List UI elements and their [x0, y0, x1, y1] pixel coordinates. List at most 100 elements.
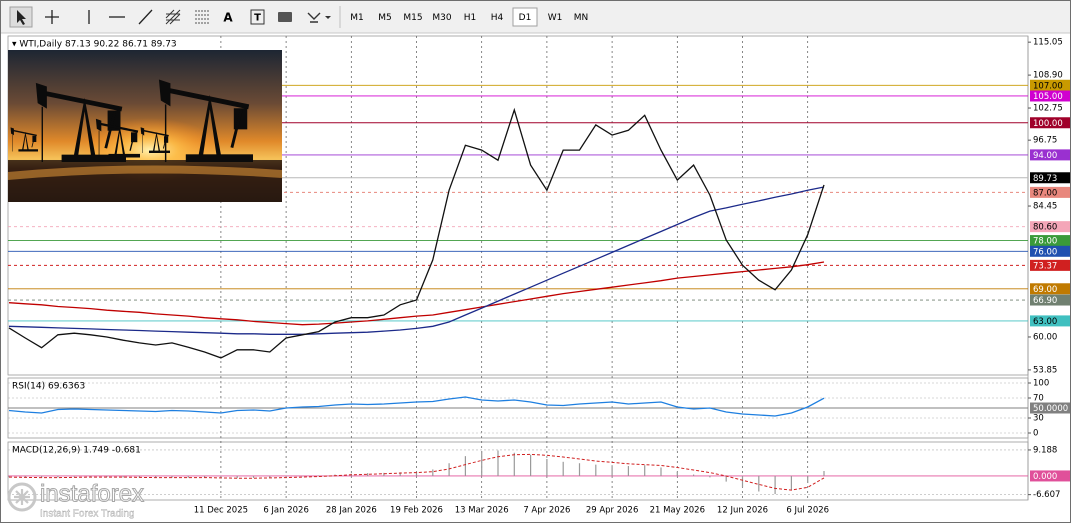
- histogram-bar: [627, 466, 629, 476]
- level-label: 107.00: [1033, 81, 1063, 91]
- watermark-logo-mark: [14, 489, 30, 505]
- histogram-bar: [481, 451, 483, 476]
- histogram-bar: [367, 473, 369, 476]
- histogram-bar: [790, 475, 792, 491]
- histogram-bar: [399, 472, 401, 476]
- level-label-box: [1030, 79, 1070, 91]
- label-tool[interactable]: T: [254, 13, 261, 24]
- level-label: 50.0000: [1033, 404, 1068, 414]
- histogram-bar: [220, 475, 222, 479]
- crosshair-icon[interactable]: [45, 10, 59, 24]
- histogram-bar: [252, 475, 255, 478]
- level-label-box: [1030, 402, 1070, 414]
- x-tick-label: 6 Jul 2026: [786, 506, 829, 516]
- x-tick-label: 29 Apr 2026: [586, 506, 639, 516]
- indicator-title: MACD(12,26,9): [12, 445, 80, 455]
- histogram-bar: [432, 469, 434, 476]
- watermark: instaforex Instant Forex Trading: [7, 480, 145, 520]
- level-label-box: [1030, 245, 1070, 257]
- level-label: 76.00: [1033, 247, 1057, 257]
- timeframe-button[interactable]: MN: [574, 13, 589, 23]
- level-label-box: [1030, 315, 1070, 327]
- level-label: 69.00: [1033, 285, 1057, 295]
- y-tick-label: 96.75: [1033, 136, 1057, 146]
- series-line: [8, 107, 825, 359]
- histogram-bar: [24, 475, 26, 478]
- oil-pump-photo: [8, 50, 282, 202]
- fibonacci-icon[interactable]: [195, 10, 210, 24]
- level-label: 105.00: [1033, 92, 1063, 102]
- panel-header: RSI(14) 69.6363: [12, 381, 85, 391]
- watermark-slogan: Instant Forex Trading: [40, 509, 135, 520]
- arrows-icon[interactable]: [307, 12, 321, 23]
- photo-reflection: [8, 165, 282, 180]
- timeframe-active[interactable]: [512, 7, 538, 27]
- shapes-icon[interactable]: [278, 12, 292, 22]
- indicator-value: 1.749: [83, 445, 109, 455]
- level-label: 63.00: [1033, 317, 1057, 327]
- level-label: 94.00: [1033, 151, 1057, 161]
- x-tick-label: 11 Dec 2025: [194, 506, 248, 516]
- histogram-bar: [725, 475, 727, 482]
- cursor-icon[interactable]: [17, 10, 26, 25]
- label-tool-box[interactable]: [250, 9, 265, 25]
- histogram-bar: [301, 475, 303, 477]
- histogram-bar: [57, 475, 59, 478]
- histogram-bar: [693, 474, 695, 476]
- histogram-bar: [383, 472, 385, 476]
- watermark-logo: [7, 482, 37, 512]
- level-label-box: [1030, 235, 1070, 247]
- indicator-title: WTI,Daily: [19, 39, 62, 49]
- x-tick-label: 19 Feb 2026: [390, 506, 443, 516]
- level-label: 100.00: [1033, 119, 1063, 129]
- level-label-box: [1030, 470, 1070, 482]
- ohlc-value: 86.71: [122, 39, 148, 49]
- x-tick-label: 12 Jun 2026: [717, 506, 768, 516]
- dropdown-icon[interactable]: [325, 16, 331, 19]
- level-label: 87.00: [1033, 188, 1057, 198]
- histogram-bar: [415, 471, 418, 476]
- histogram-bar: [595, 464, 597, 476]
- panel-header: ▾ WTI,Daily 87.13 90.22 86.71 89.73: [12, 39, 177, 49]
- level-label-box: [1030, 221, 1070, 233]
- timeframe-button[interactable]: M15: [403, 13, 422, 23]
- level-label-box: [1030, 90, 1070, 102]
- channel-icon[interactable]: [165, 9, 181, 25]
- histogram-bar: [709, 475, 711, 478]
- histogram-bar: [171, 475, 173, 478]
- histogram-bar: [578, 463, 581, 476]
- watermark-brand: instaforex: [40, 480, 144, 507]
- histogram-bar: [236, 475, 238, 479]
- histogram-bar: [823, 471, 825, 476]
- timeframe-button[interactable]: M1: [350, 13, 364, 23]
- histogram-bar: [660, 467, 662, 476]
- histogram-bar: [530, 454, 532, 476]
- timeframe-button[interactable]: M30: [432, 13, 451, 23]
- timeframe-button[interactable]: M5: [378, 13, 392, 23]
- ohlc-value: 90.22: [94, 39, 120, 49]
- histogram-bar: [285, 475, 287, 478]
- y-tick-label: 0: [1033, 429, 1038, 439]
- histogram-bar: [464, 456, 466, 476]
- y-tick-label: 70: [1033, 394, 1044, 404]
- series-line: [8, 453, 825, 491]
- timeframe-button[interactable]: D1: [519, 13, 532, 23]
- text-tool[interactable]: A: [223, 11, 233, 25]
- timeframe-button[interactable]: H1: [464, 13, 477, 23]
- level-label: 89.73: [1033, 174, 1057, 184]
- histogram-bar: [644, 465, 646, 476]
- histogram-bar: [155, 475, 157, 478]
- histogram-bar: [41, 475, 43, 478]
- level-label-box: [1030, 172, 1070, 184]
- histogram-bar: [774, 475, 776, 495]
- y-tick-label: 100: [1033, 379, 1049, 389]
- trendline-icon[interactable]: [138, 9, 153, 25]
- histogram-bar: [138, 475, 140, 478]
- timeframe-button[interactable]: W1: [548, 13, 563, 23]
- level-label: 66.90: [1033, 296, 1057, 306]
- x-tick-label: 13 Mar 2026: [455, 506, 509, 516]
- ohlc-value: 87.13: [65, 39, 91, 49]
- y-tick-label: 9.188: [1033, 445, 1057, 455]
- timeframe-button[interactable]: H4: [491, 13, 504, 23]
